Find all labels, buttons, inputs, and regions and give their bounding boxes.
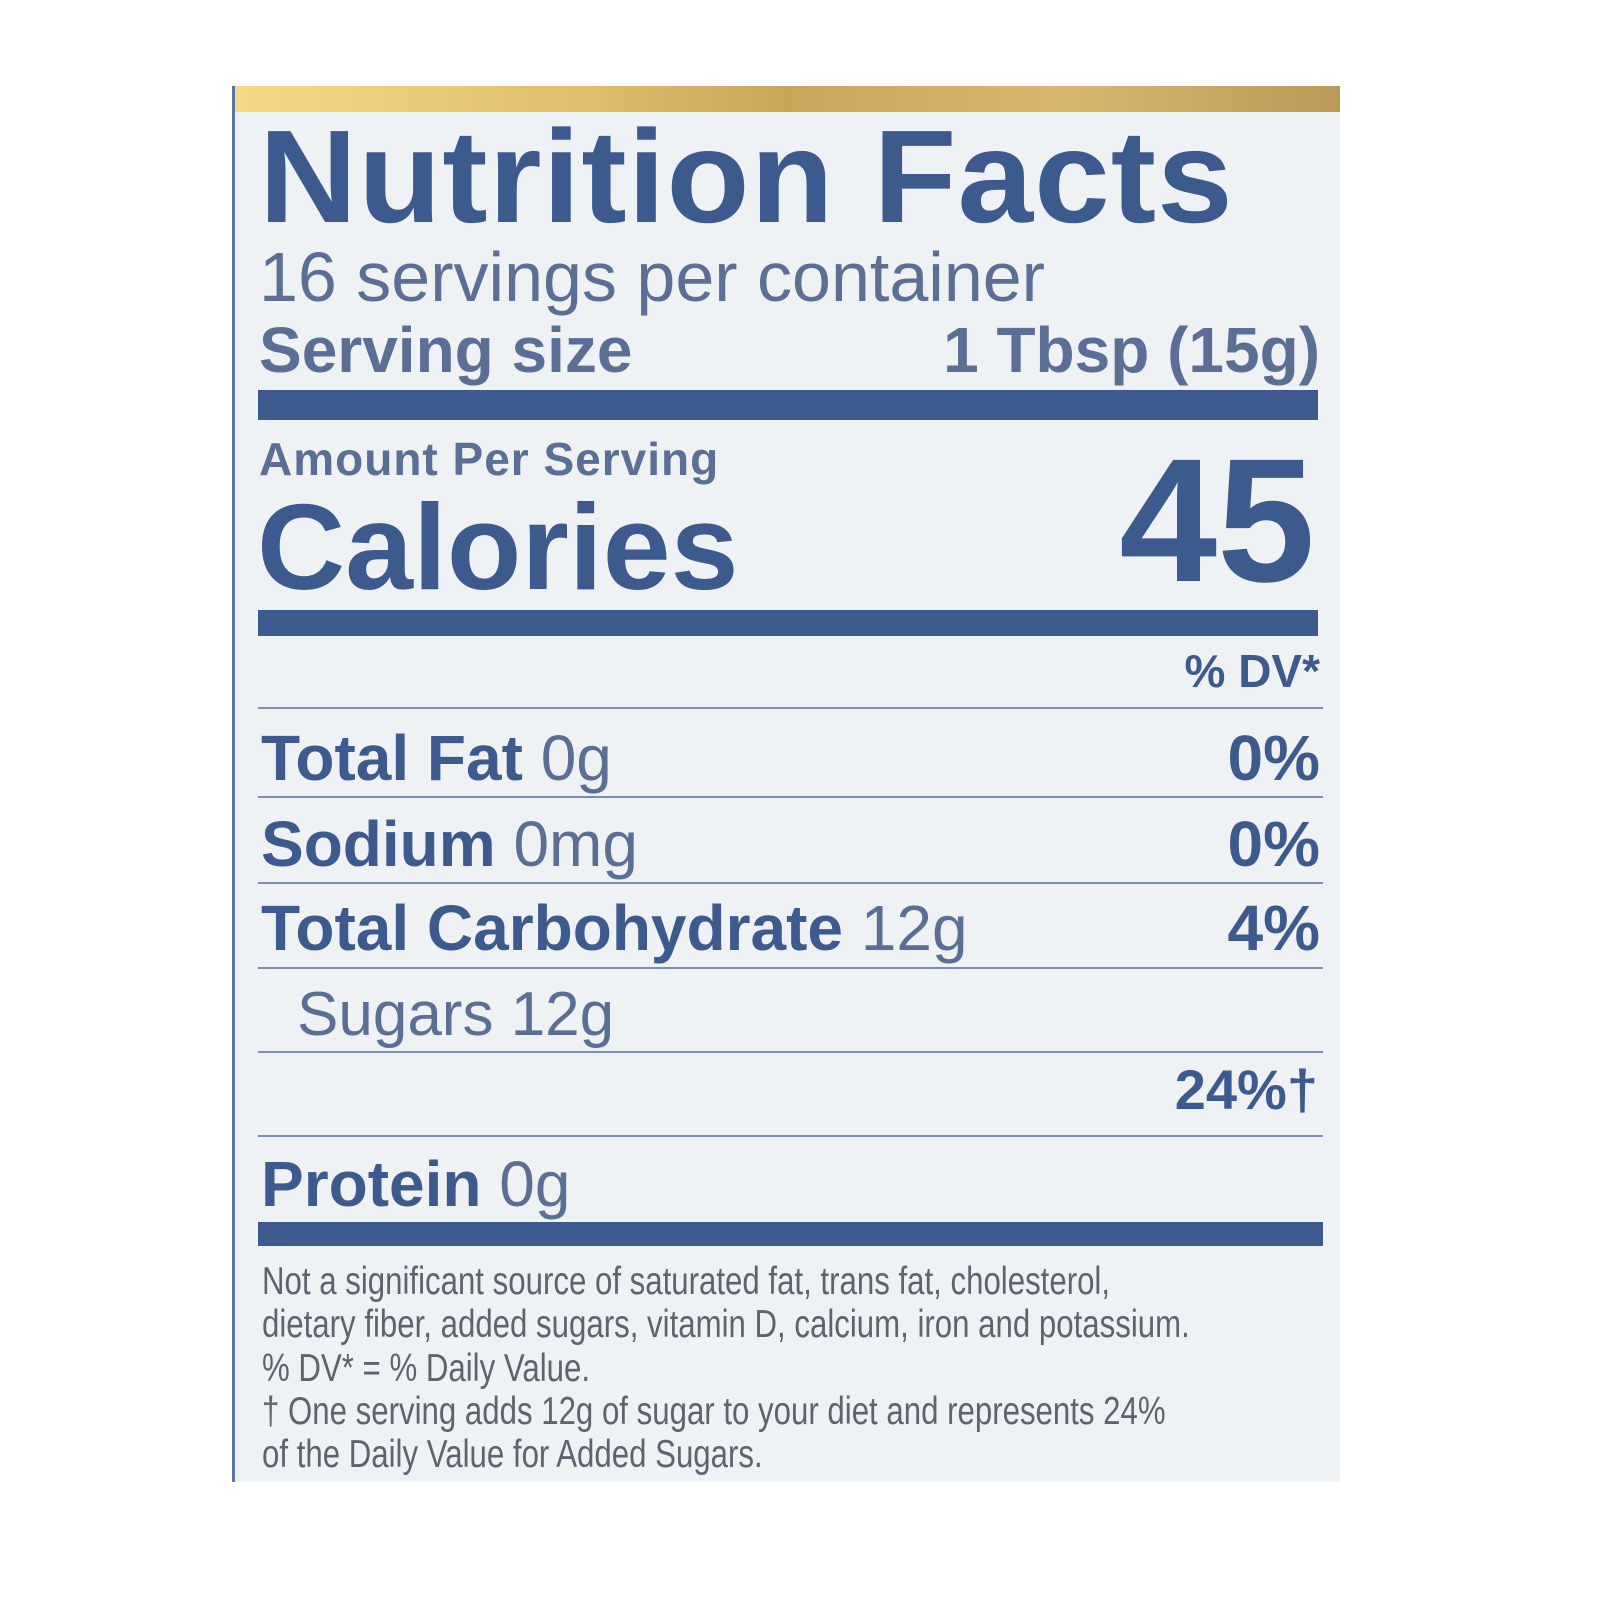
divider <box>258 1051 1323 1053</box>
nutrient-dv: 0% <box>1227 808 1321 880</box>
nutrient-name: Protein <box>261 1148 482 1220</box>
thick-divider-bottom <box>258 1222 1323 1246</box>
servings-per-container: 16 servings per container <box>259 238 1045 316</box>
divider <box>258 796 1323 798</box>
nutrient-amount: 0mg <box>513 808 638 880</box>
nutrition-facts-panel: Nutrition Facts 16 servings per containe… <box>232 86 1340 1482</box>
nutrient-name: Total Fat <box>261 722 523 794</box>
calories-label: Calories <box>257 479 739 615</box>
nutrient-dv: 0% <box>1227 722 1321 794</box>
footnote-line: of the Daily Value for Added Sugars. <box>262 1433 763 1476</box>
nutrient-amount: 0g <box>540 722 612 794</box>
nutrient-name: Sugars <box>297 980 494 1049</box>
divider <box>258 707 1323 709</box>
nutrient-name: Total Carbohydrate <box>261 892 843 964</box>
nutrient-name: Sodium <box>261 808 496 880</box>
nutrient-amount: 12g <box>860 892 968 964</box>
thick-divider <box>258 390 1318 420</box>
serving-size-value: 1 Tbsp (15g) <box>943 314 1320 386</box>
divider <box>258 967 1323 969</box>
footnote-line: Not a significant source of saturated fa… <box>262 1260 1111 1303</box>
nutrient-amount: 12g <box>510 980 615 1049</box>
amount-per-serving: Amount Per Serving <box>259 433 720 485</box>
nutrient-amount: 0g <box>499 1148 571 1220</box>
footnote-line: † One serving adds 12g of sugar to your … <box>262 1390 1166 1433</box>
nutrient-dv: 4% <box>1227 892 1321 964</box>
medium-divider <box>258 610 1318 636</box>
serving-size-label: Serving size <box>259 314 633 386</box>
footnote-line: dietary fiber, added sugars, vitamin D, … <box>262 1303 1190 1346</box>
dv-header: % DV* <box>1184 645 1320 697</box>
gold-band <box>235 86 1340 112</box>
footnote-line: % DV* = % Daily Value. <box>262 1347 591 1390</box>
divider <box>258 882 1323 884</box>
added-sugars-dv: 24%† <box>1174 1058 1318 1121</box>
calories-value: 45 <box>1119 423 1315 619</box>
divider <box>258 1135 1323 1137</box>
label-title: Nutrition Facts <box>259 103 1234 250</box>
